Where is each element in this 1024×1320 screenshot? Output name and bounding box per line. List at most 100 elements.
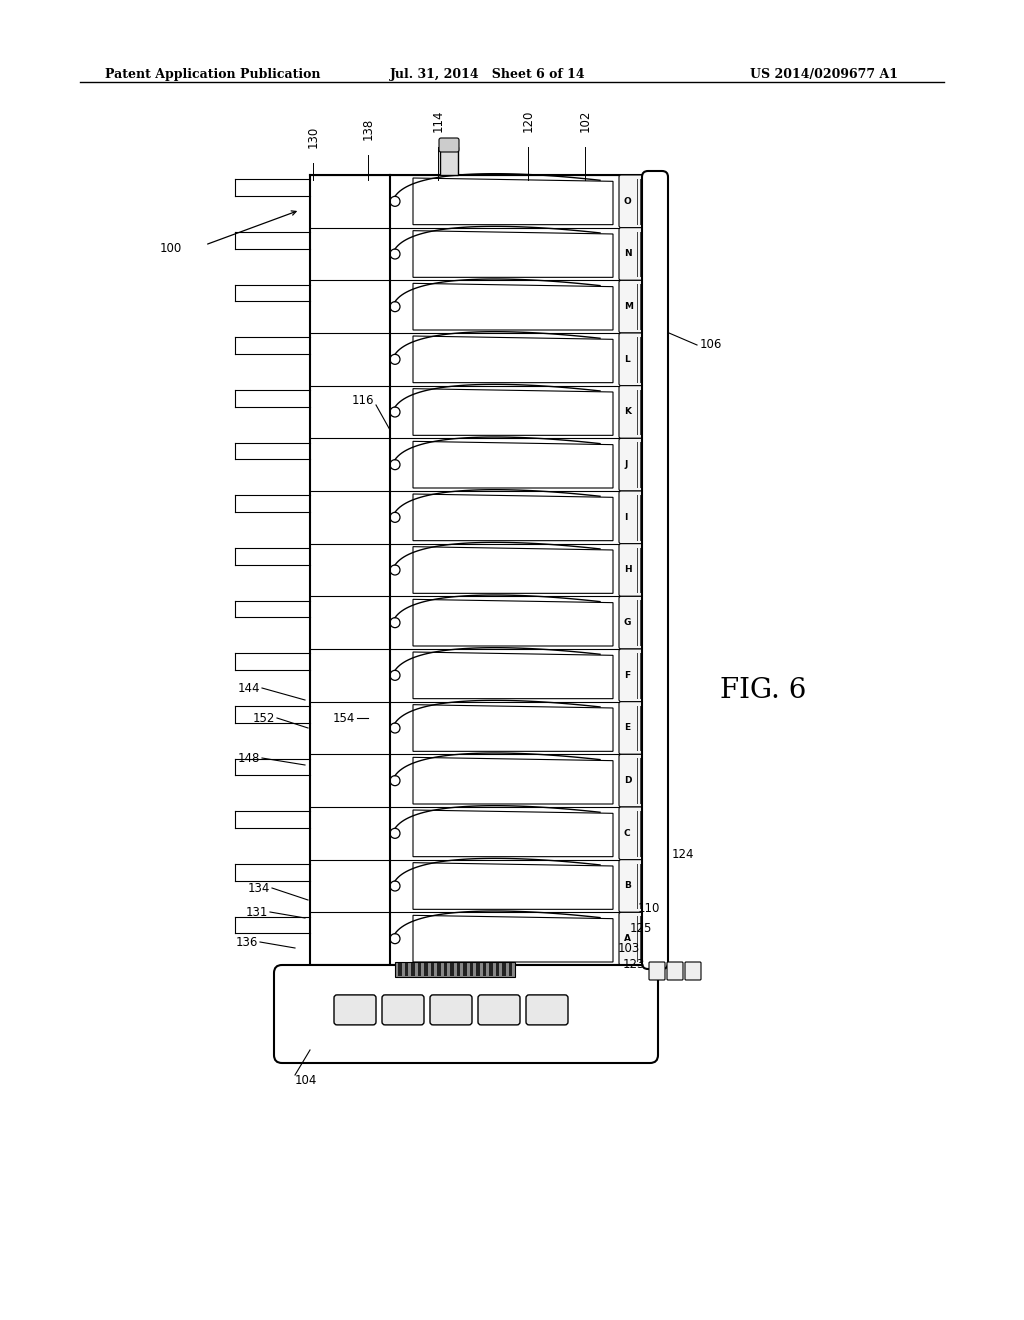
Text: 131: 131 — [246, 906, 268, 919]
Text: 110: 110 — [638, 902, 660, 915]
Text: 116: 116 — [351, 393, 374, 407]
Polygon shape — [413, 705, 613, 751]
Text: I: I — [624, 513, 628, 521]
Text: 148: 148 — [238, 751, 260, 764]
Bar — [398, 964, 401, 975]
Bar — [457, 964, 460, 975]
Text: 102: 102 — [579, 110, 592, 132]
FancyBboxPatch shape — [334, 995, 376, 1024]
Text: 120: 120 — [521, 110, 535, 132]
Bar — [404, 964, 408, 975]
Polygon shape — [413, 546, 613, 593]
Text: 134: 134 — [248, 882, 270, 895]
Polygon shape — [413, 178, 613, 224]
Bar — [430, 964, 434, 975]
Polygon shape — [413, 388, 613, 436]
Text: A: A — [624, 935, 631, 944]
FancyBboxPatch shape — [618, 597, 651, 649]
Bar — [496, 964, 499, 975]
FancyBboxPatch shape — [618, 807, 651, 859]
Bar — [395, 962, 515, 977]
Text: 103: 103 — [618, 941, 640, 954]
Text: 154: 154 — [333, 711, 355, 725]
Text: 114: 114 — [431, 110, 444, 132]
Polygon shape — [413, 863, 613, 909]
Polygon shape — [413, 652, 613, 698]
Text: E: E — [624, 723, 630, 733]
Text: B: B — [624, 882, 631, 891]
Text: 152: 152 — [253, 711, 275, 725]
Polygon shape — [413, 599, 613, 645]
FancyBboxPatch shape — [685, 962, 701, 979]
Bar — [424, 964, 427, 975]
Polygon shape — [413, 231, 613, 277]
Text: 123: 123 — [623, 958, 645, 972]
FancyBboxPatch shape — [618, 227, 651, 280]
Bar — [440, 147, 458, 176]
Polygon shape — [413, 284, 613, 330]
Polygon shape — [413, 758, 613, 804]
FancyBboxPatch shape — [478, 995, 520, 1024]
Text: C: C — [624, 829, 631, 838]
Text: 136: 136 — [236, 936, 258, 949]
Text: Jul. 31, 2014   Sheet 6 of 14: Jul. 31, 2014 Sheet 6 of 14 — [390, 69, 586, 81]
Bar — [437, 964, 440, 975]
Text: N: N — [624, 249, 632, 259]
FancyBboxPatch shape — [618, 544, 651, 597]
Text: H: H — [624, 565, 632, 574]
Text: F: F — [624, 671, 630, 680]
Bar — [509, 964, 512, 975]
Text: US 2014/0209677 A1: US 2014/0209677 A1 — [750, 69, 898, 81]
Bar — [463, 964, 467, 975]
FancyBboxPatch shape — [618, 754, 651, 807]
FancyBboxPatch shape — [618, 176, 651, 227]
Text: K: K — [624, 408, 631, 417]
Bar — [418, 964, 421, 975]
FancyBboxPatch shape — [667, 962, 683, 979]
Text: 124: 124 — [672, 849, 694, 862]
Text: M: M — [624, 302, 633, 312]
FancyBboxPatch shape — [618, 702, 651, 754]
FancyBboxPatch shape — [618, 912, 651, 965]
Bar — [443, 964, 447, 975]
Bar — [482, 964, 486, 975]
Bar — [469, 964, 473, 975]
FancyBboxPatch shape — [618, 385, 651, 438]
Text: 144: 144 — [238, 681, 260, 694]
Bar — [502, 964, 506, 975]
Text: D: D — [624, 776, 632, 785]
Text: O: O — [624, 197, 632, 206]
Bar — [450, 964, 454, 975]
Text: 130: 130 — [306, 125, 319, 148]
FancyBboxPatch shape — [526, 995, 568, 1024]
FancyBboxPatch shape — [649, 962, 665, 979]
FancyBboxPatch shape — [382, 995, 424, 1024]
Text: 138: 138 — [361, 117, 375, 140]
FancyBboxPatch shape — [618, 280, 651, 333]
Bar — [411, 964, 415, 975]
FancyBboxPatch shape — [618, 438, 651, 491]
Text: 106: 106 — [700, 338, 722, 351]
FancyBboxPatch shape — [430, 995, 472, 1024]
Text: 104: 104 — [295, 1073, 317, 1086]
Text: J: J — [624, 461, 628, 469]
Text: 100: 100 — [160, 242, 182, 255]
Bar — [489, 964, 493, 975]
Text: 125: 125 — [630, 921, 652, 935]
Polygon shape — [413, 915, 613, 962]
FancyBboxPatch shape — [642, 172, 668, 969]
Text: G: G — [624, 618, 632, 627]
Polygon shape — [413, 494, 613, 541]
FancyBboxPatch shape — [439, 139, 459, 152]
FancyBboxPatch shape — [618, 491, 651, 544]
FancyBboxPatch shape — [274, 965, 658, 1063]
Text: L: L — [624, 355, 630, 364]
Polygon shape — [413, 337, 613, 383]
Bar — [476, 964, 479, 975]
FancyBboxPatch shape — [618, 859, 651, 912]
FancyBboxPatch shape — [618, 649, 651, 702]
Text: FIG. 6: FIG. 6 — [720, 676, 806, 704]
Polygon shape — [413, 810, 613, 857]
Text: Patent Application Publication: Patent Application Publication — [105, 69, 321, 81]
Polygon shape — [413, 441, 613, 488]
